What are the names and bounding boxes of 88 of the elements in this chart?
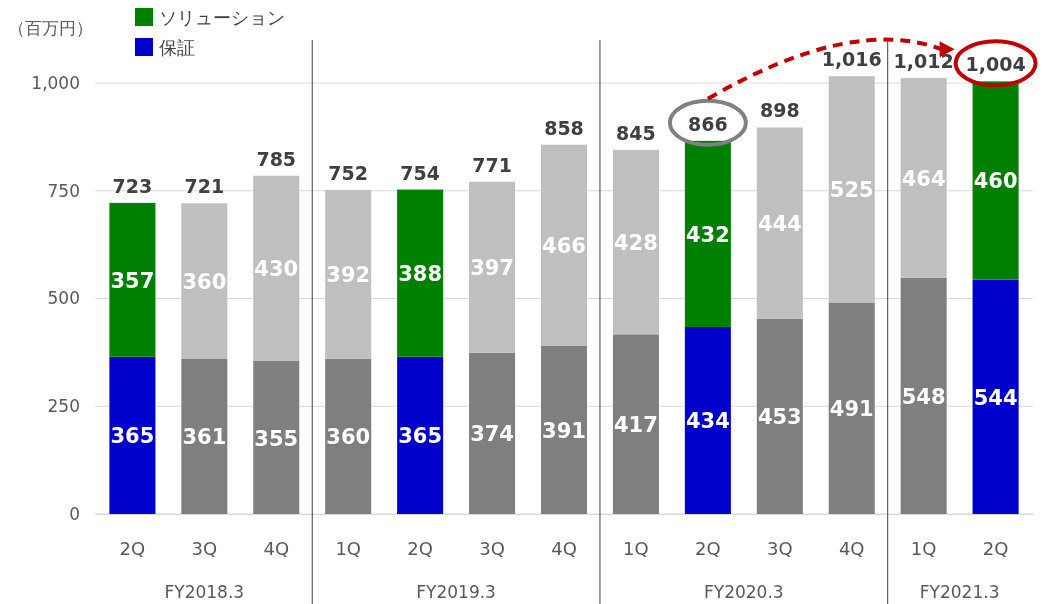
x-tick-label: 2Q [982,537,1009,559]
x-tick-label: 1Q [623,537,649,559]
data-label: 360 [182,269,227,294]
text: FY2021.3 [919,582,1000,602]
data-label: 460 [973,169,1018,194]
text: FY2019.3 [416,582,496,602]
data-label: 434 [685,409,730,434]
x-tick-label: 3Q [479,537,505,559]
y-tick-label: 500 [47,288,80,309]
data-label: 548 [901,384,946,409]
x-tick-label: 3Q [191,537,218,559]
legend-label: ソリューション [159,7,285,28]
total-label: 898 [759,99,800,122]
data-label: 430 [254,257,299,282]
bar [469,181,516,353]
data-label: 432 [685,222,730,247]
data-label: 417 [614,413,658,438]
data-label: 544 [973,385,1018,410]
y-tick-label: 1,000 [31,73,80,94]
data-label: 444 [757,212,802,237]
data-label: 466 [542,234,586,259]
bar [397,356,444,514]
bar [181,358,228,514]
bar [540,345,588,514]
data-label: 360 [326,425,371,450]
bar [684,326,731,514]
data-label: 357 [110,268,155,293]
y-tick-label: 0 [69,503,80,524]
y-tick-label: 750 [47,180,80,201]
x-tick-label: 2Q [407,537,433,559]
data-label: 464 [901,166,946,191]
total-label: 858 [544,116,584,139]
total-label: 1,016 [821,48,882,71]
total-label: 785 [256,147,297,170]
bar [469,352,516,514]
x-tick-label: 4Q [838,537,865,559]
x-tick-label: 4Q [263,537,290,559]
data-label: 453 [757,405,802,430]
text: FY2020.3 [704,582,784,602]
bar [756,318,803,514]
data-label: 374 [470,422,514,447]
bar [612,149,659,335]
x-tick-label: 1Q [335,537,362,559]
bar [900,277,947,514]
bar [181,203,228,359]
total-label: 1,004 [965,53,1026,76]
bar [828,302,875,514]
bar [109,356,156,514]
bar [612,334,659,514]
data-label: 397 [470,256,514,281]
data-label: 428 [614,231,658,256]
y-axis-title: （百万円） [8,18,93,38]
x-tick-label: 2Q [119,537,146,559]
data-label: 391 [542,418,586,443]
data-label: 361 [182,425,227,450]
data-label: 355 [254,426,299,451]
x-tick-label: 4Q [551,537,577,559]
y-tick-label: 250 [47,396,80,417]
bar [828,76,875,303]
x-tick-label: 2Q [695,537,721,559]
bar [900,77,947,278]
total-label: 845 [616,121,656,144]
data-label: 365 [110,424,155,449]
text: FY2018.3 [164,582,245,602]
data-label: 388 [398,262,443,287]
bar [109,202,156,357]
data-label: 392 [326,263,371,288]
bar [756,127,803,319]
bar [397,189,444,357]
x-tick-label: 1Q [910,537,937,559]
x-tick-label: 3Q [766,537,793,559]
total-label: 754 [400,161,440,184]
bar [325,358,372,514]
total-label: 1,012 [893,49,954,72]
bar [972,279,1019,514]
bar [253,361,300,514]
total-label: 723 [112,174,153,197]
data-label: 525 [829,178,874,203]
total-label: 771 [472,153,512,176]
data-label: 365 [398,424,443,449]
total-label: 721 [184,175,225,198]
total-label: 752 [328,161,369,184]
bar [325,189,372,359]
bar [540,144,588,346]
legend-label: 保証 [159,37,195,58]
bar [253,175,300,362]
total-label: 866 [688,112,728,135]
data-label: 491 [829,397,874,422]
